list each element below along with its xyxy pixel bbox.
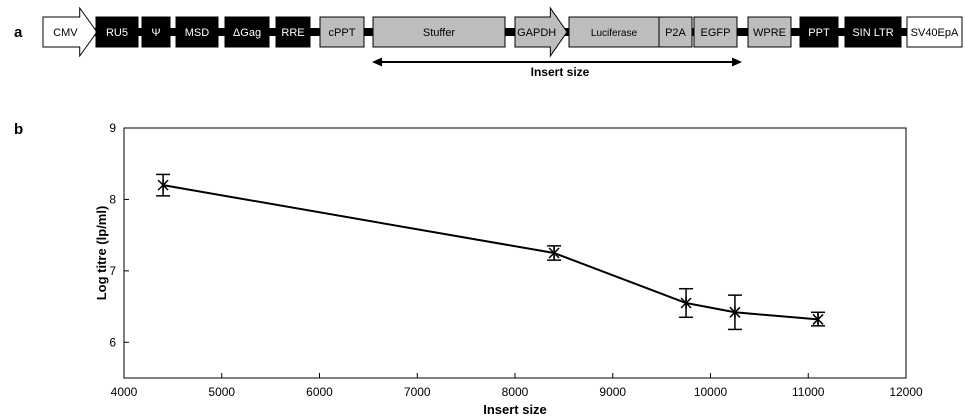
x-tick-label: 12000 [889, 385, 923, 399]
insert-size-arrow [372, 57, 742, 67]
construct-element-gapdh: GAPDH [514, 6, 568, 58]
x-tick-label: 11000 [792, 385, 825, 399]
element-shape [693, 16, 738, 48]
element-shape [747, 16, 792, 48]
element-shape [319, 16, 365, 48]
element-shape [514, 6, 568, 58]
element-shape [275, 16, 311, 48]
element-shape [95, 16, 139, 48]
element-label: EGFP [701, 27, 731, 39]
element-label: SV40EpA [911, 27, 959, 39]
construct-element-psi: Ψ [141, 16, 171, 48]
x-axis-label: Insert size [483, 402, 547, 417]
construct-element-delta-gag: ΔGag [224, 16, 270, 48]
construct-element-rre: RRE [275, 16, 311, 48]
element-label: PPT [808, 27, 830, 39]
element-shape [175, 16, 219, 48]
construct-element-msd: MSD [175, 16, 219, 48]
y-tick-label: 8 [109, 192, 116, 206]
x-tick-label: 10000 [694, 385, 728, 399]
element-label: CMV [53, 27, 78, 39]
y-tick-label: 9 [109, 121, 116, 135]
element-label: RU5 [106, 27, 128, 39]
x-axis: 4000 5000 6000 7000 8000 9000 10000 11000 12000 [111, 373, 923, 399]
element-shape [42, 6, 98, 58]
element-shape [906, 16, 963, 48]
construct-element-stuffer: Stuffer [372, 16, 506, 48]
data-point [548, 247, 560, 259]
data-point [680, 297, 692, 309]
element-shape [224, 16, 270, 48]
x-tick-label: 6000 [306, 385, 333, 399]
element-label: cPPT [329, 27, 356, 39]
element-label: RRE [281, 27, 304, 39]
element-shape [844, 16, 902, 48]
element-shape [141, 16, 171, 48]
element-label: P2A [665, 27, 686, 39]
construct-element-cmv: CMV [42, 6, 98, 58]
element-label: Stuffer [423, 27, 456, 39]
construct-element-sv40epa: SV40EpA [906, 16, 963, 48]
construct-element-ppt: PPT [799, 16, 839, 48]
element-label: WPRE [753, 27, 786, 39]
element-label: ΔGag [233, 27, 261, 39]
plot-frame [123, 127, 907, 379]
element-label: GAPDH [517, 27, 556, 39]
data-point [157, 179, 169, 192]
x-tick-label: 8000 [502, 385, 529, 399]
construct-element-ru5: RU5 [95, 16, 139, 48]
x-tick-label: 4000 [111, 385, 138, 399]
x-tick-label: 5000 [208, 385, 235, 399]
series-layer [156, 173, 826, 331]
y-tick-label: 7 [109, 264, 116, 278]
element-shape [658, 16, 693, 48]
panel-b-letter: b [14, 121, 24, 138]
element-label: SIN LTR [852, 27, 893, 39]
insert-size-label: Insert size [531, 65, 590, 79]
element-shape [799, 16, 839, 48]
y-axis: 6 7 8 9 [109, 121, 129, 349]
series-line [162, 184, 819, 321]
element-shape [568, 16, 660, 48]
element-label: Ψ [151, 27, 160, 39]
construct-element-luciferase: Luciferase [568, 16, 660, 48]
element-shape [372, 16, 506, 48]
x-tick-label: 7000 [404, 385, 431, 399]
construct-element-p2a: P2A [658, 16, 693, 48]
y-tick-label: 6 [109, 335, 116, 349]
panel-a-letter: a [14, 24, 23, 41]
construct-map: CMV RU5 Ψ MSD ΔGag RRE cPPT Stuffer GAPDH Lucifer… [42, 6, 963, 79]
element-label: MSD [185, 27, 210, 39]
data-point [812, 313, 824, 326]
construct-element-egfp: EGFP [693, 16, 738, 48]
y-axis-label: Log titre (lp/ml) [94, 206, 109, 301]
data-point [729, 306, 741, 319]
x-tick-label: 9000 [599, 385, 626, 399]
element-label: Luciferase [591, 28, 638, 39]
construct-element-cppt: cPPT [319, 16, 365, 48]
construct-element-sin-ltr: SIN LTR [844, 16, 902, 48]
construct-element-wpre: WPRE [747, 16, 792, 48]
construct-elements: CMV RU5 Ψ MSD ΔGag RRE cPPT Stuffer GAPDH Lucifer… [42, 6, 963, 58]
